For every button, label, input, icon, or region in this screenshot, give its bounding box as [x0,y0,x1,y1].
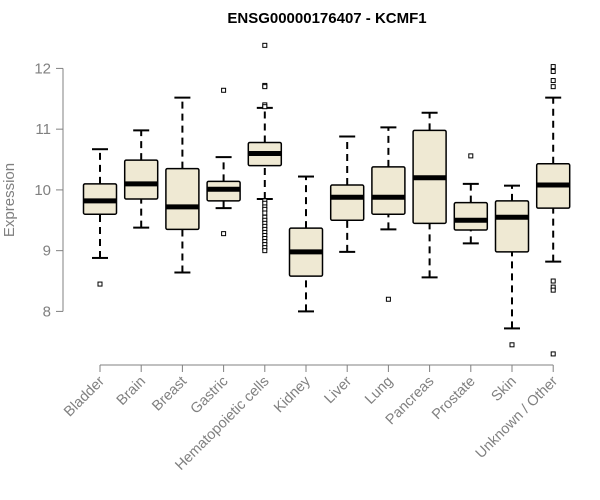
iqr-box [494,200,530,253]
box-hematopoietic-cells [247,42,283,254]
y-tick-label: 12 [34,60,51,77]
box-skin [494,184,530,348]
x-tick-label: Skin [489,374,520,405]
box-brain [123,129,159,229]
outlier-point [221,87,227,93]
x-tick-label: Brain [114,374,149,409]
outlier-point [262,248,268,254]
y-axis: 8 9 10 11 12 [34,60,64,320]
outlier-point [385,296,391,302]
outlier-point [509,342,515,348]
box-prostate [453,153,489,245]
y-tick-label: 9 [43,243,51,260]
x-tick-label: Prostate [429,374,478,423]
iqr-box [453,201,489,231]
x-tick-label: Breast [149,374,190,415]
y-tick-label: 11 [35,121,51,138]
iqr-box [329,184,365,222]
box-liver [329,135,365,253]
outlier-point [262,210,268,216]
x-tick-label: Liver [321,373,355,407]
box-kidney [288,175,324,313]
boxes-group [82,42,571,357]
outlier-point [550,78,556,84]
x-tick-label: Kidney [271,373,314,416]
outlier-point [468,153,474,159]
box-gastric [206,87,241,237]
box-breast [165,96,200,274]
outlier-point [550,64,556,70]
y-axis-label: Expression [1,163,18,237]
box-unknown-other [535,64,571,357]
outlier-point [262,104,268,110]
outlier-point [262,84,268,90]
outlier-point [550,84,556,90]
outlier-point [550,351,556,357]
iqr-box [165,167,200,231]
outlier-point [262,42,268,48]
box-bladder [82,148,118,287]
box-pancreas [412,111,447,279]
y-tick-label: 8 [43,303,51,320]
outlier-point [550,287,556,293]
outlier-point [221,231,227,237]
iqr-box [123,159,159,200]
iqr-box [371,166,406,215]
chart-title: ENSG00000176407 - KCMF1 [227,10,426,27]
x-tick-label: Lung [362,374,396,408]
outlier-point [550,278,556,284]
outlier-point [550,68,556,74]
x-tick-label: Bladder [61,373,108,420]
outlier-point [97,281,103,287]
box-lung [371,126,406,302]
y-tick-label: 10 [34,182,51,199]
